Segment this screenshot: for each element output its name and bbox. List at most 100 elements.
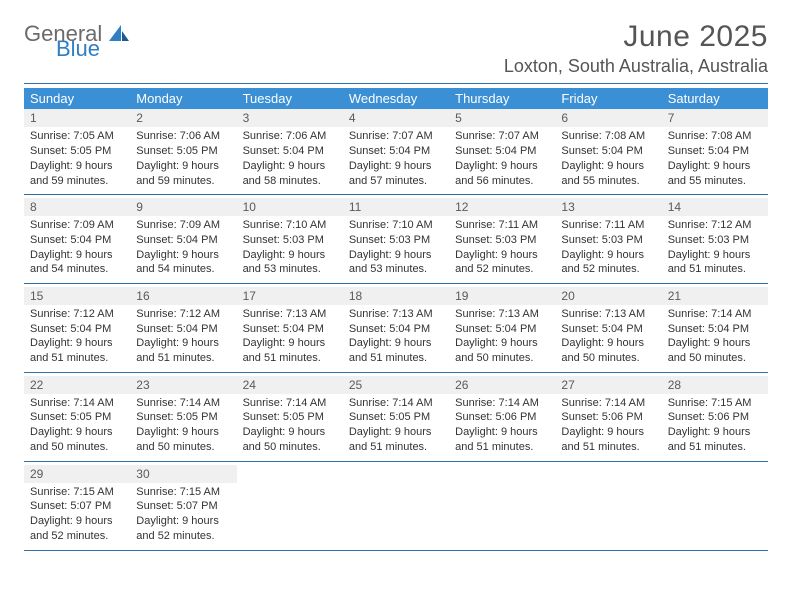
day-cell: Sunrise: 7:13 AMSunset: 5:04 PMDaylight:… <box>343 305 449 373</box>
date-cell: 19 <box>449 287 555 305</box>
sunset-text: Sunset: 5:04 PM <box>30 233 124 248</box>
daylight-text: Daylight: 9 hours <box>136 514 230 529</box>
day-cell: Sunrise: 7:13 AMSunset: 5:04 PMDaylight:… <box>555 305 661 373</box>
date-row: 2930 <box>24 465 768 483</box>
sunset-text: Sunset: 5:04 PM <box>30 322 124 337</box>
daylight-text: Daylight: 9 hours <box>668 159 762 174</box>
date-cell: 21 <box>662 287 768 305</box>
daylight-text: and 51 minutes. <box>668 262 762 277</box>
day-header: Sunday <box>24 88 130 109</box>
header-rule <box>24 83 768 84</box>
daylight-text: Daylight: 9 hours <box>668 425 762 440</box>
daylight-text: Daylight: 9 hours <box>30 159 124 174</box>
date-cell: 12 <box>449 198 555 216</box>
daylight-text: Daylight: 9 hours <box>349 159 443 174</box>
daylight-text: and 51 minutes. <box>349 351 443 366</box>
daylight-text: Daylight: 9 hours <box>243 336 337 351</box>
sunset-text: Sunset: 5:03 PM <box>561 233 655 248</box>
day-cell: Sunrise: 7:15 AMSunset: 5:07 PMDaylight:… <box>130 483 236 551</box>
day-header: Wednesday <box>343 88 449 109</box>
day-cell: Sunrise: 7:09 AMSunset: 5:04 PMDaylight:… <box>24 216 130 284</box>
date-row: 22232425262728 <box>24 376 768 394</box>
day-cell: Sunrise: 7:08 AMSunset: 5:04 PMDaylight:… <box>555 127 661 195</box>
daylight-text: and 54 minutes. <box>136 262 230 277</box>
sunset-text: Sunset: 5:06 PM <box>668 410 762 425</box>
daylight-text: and 53 minutes. <box>243 262 337 277</box>
day-header: Tuesday <box>237 88 343 109</box>
sunrise-text: Sunrise: 7:15 AM <box>30 485 124 500</box>
date-row: 891011121314 <box>24 198 768 216</box>
daylight-text: and 50 minutes. <box>243 440 337 455</box>
day-cell: Sunrise: 7:10 AMSunset: 5:03 PMDaylight:… <box>237 216 343 284</box>
daylight-text: and 52 minutes. <box>561 262 655 277</box>
daylight-text: and 51 minutes. <box>136 351 230 366</box>
day-cell: Sunrise: 7:13 AMSunset: 5:04 PMDaylight:… <box>237 305 343 373</box>
sunset-text: Sunset: 5:04 PM <box>668 144 762 159</box>
daylight-text: Daylight: 9 hours <box>455 248 549 263</box>
day-cell: Sunrise: 7:12 AMSunset: 5:04 PMDaylight:… <box>24 305 130 373</box>
week-row: Sunrise: 7:12 AMSunset: 5:04 PMDaylight:… <box>24 305 768 373</box>
sunrise-text: Sunrise: 7:13 AM <box>243 307 337 322</box>
daylight-text: and 50 minutes. <box>455 351 549 366</box>
sunset-text: Sunset: 5:06 PM <box>561 410 655 425</box>
daylight-text: and 51 minutes. <box>30 351 124 366</box>
day-cell: Sunrise: 7:09 AMSunset: 5:04 PMDaylight:… <box>130 216 236 284</box>
sunrise-text: Sunrise: 7:14 AM <box>561 396 655 411</box>
sunset-text: Sunset: 5:04 PM <box>455 144 549 159</box>
daylight-text: and 52 minutes. <box>455 262 549 277</box>
sunset-text: Sunset: 5:03 PM <box>668 233 762 248</box>
date-cell: 23 <box>130 376 236 394</box>
day-header: Thursday <box>449 88 555 109</box>
date-cell: 5 <box>449 109 555 127</box>
daylight-text: and 59 minutes. <box>136 174 230 189</box>
daylight-text: and 54 minutes. <box>30 262 124 277</box>
daylight-text: and 59 minutes. <box>30 174 124 189</box>
sunrise-text: Sunrise: 7:15 AM <box>136 485 230 500</box>
sunrise-text: Sunrise: 7:13 AM <box>349 307 443 322</box>
month-title: June 2025 <box>504 20 768 54</box>
sunrise-text: Sunrise: 7:14 AM <box>136 396 230 411</box>
daylight-text: and 52 minutes. <box>136 529 230 544</box>
daylight-text: Daylight: 9 hours <box>561 425 655 440</box>
sunrise-text: Sunrise: 7:14 AM <box>243 396 337 411</box>
sunset-text: Sunset: 5:05 PM <box>349 410 443 425</box>
sunrise-text: Sunrise: 7:13 AM <box>455 307 549 322</box>
sunset-text: Sunset: 5:04 PM <box>136 322 230 337</box>
sunset-text: Sunset: 5:03 PM <box>243 233 337 248</box>
brand-logo: General Blue <box>24 24 129 60</box>
day-header: Friday <box>555 88 661 109</box>
daylight-text: Daylight: 9 hours <box>455 159 549 174</box>
daylight-text: Daylight: 9 hours <box>349 248 443 263</box>
day-cell: Sunrise: 7:08 AMSunset: 5:04 PMDaylight:… <box>662 127 768 195</box>
daylight-text: Daylight: 9 hours <box>30 248 124 263</box>
sunrise-text: Sunrise: 7:10 AM <box>349 218 443 233</box>
day-cell: Sunrise: 7:11 AMSunset: 5:03 PMDaylight:… <box>555 216 661 284</box>
date-cell <box>449 465 555 483</box>
daylight-text: Daylight: 9 hours <box>561 159 655 174</box>
daylight-text: Daylight: 9 hours <box>136 159 230 174</box>
date-cell: 16 <box>130 287 236 305</box>
date-cell: 10 <box>237 198 343 216</box>
day-cell: Sunrise: 7:14 AMSunset: 5:05 PMDaylight:… <box>130 394 236 462</box>
sunset-text: Sunset: 5:04 PM <box>349 144 443 159</box>
sunset-text: Sunset: 5:04 PM <box>668 322 762 337</box>
date-cell: 13 <box>555 198 661 216</box>
date-cell: 4 <box>343 109 449 127</box>
day-cell: Sunrise: 7:14 AMSunset: 5:06 PMDaylight:… <box>449 394 555 462</box>
date-cell: 22 <box>24 376 130 394</box>
sunrise-text: Sunrise: 7:07 AM <box>455 129 549 144</box>
sunrise-text: Sunrise: 7:09 AM <box>136 218 230 233</box>
date-cell: 29 <box>24 465 130 483</box>
date-row: 15161718192021 <box>24 287 768 305</box>
daylight-text: Daylight: 9 hours <box>30 514 124 529</box>
day-cell: Sunrise: 7:06 AMSunset: 5:05 PMDaylight:… <box>130 127 236 195</box>
daylight-text: and 50 minutes. <box>668 351 762 366</box>
daylight-text: Daylight: 9 hours <box>668 336 762 351</box>
date-cell: 14 <box>662 198 768 216</box>
daylight-text: Daylight: 9 hours <box>136 336 230 351</box>
day-cell: Sunrise: 7:14 AMSunset: 5:06 PMDaylight:… <box>555 394 661 462</box>
week-row: Sunrise: 7:05 AMSunset: 5:05 PMDaylight:… <box>24 127 768 195</box>
day-cell <box>662 483 768 551</box>
daylight-text: Daylight: 9 hours <box>561 248 655 263</box>
daylight-text: Daylight: 9 hours <box>243 248 337 263</box>
